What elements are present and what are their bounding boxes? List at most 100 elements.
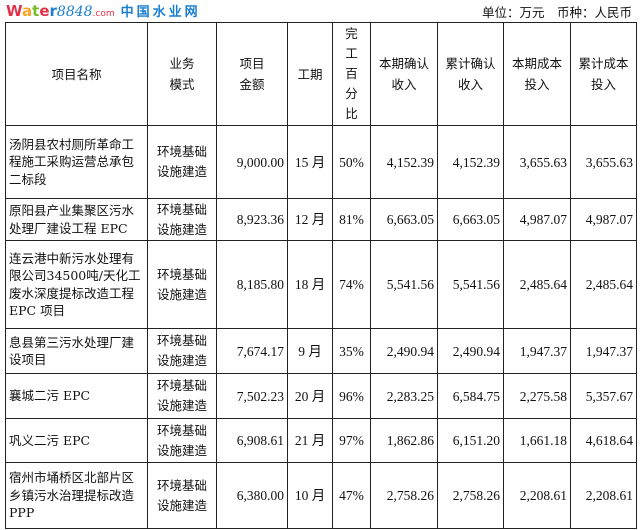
cell-mode: 环境基础 设施建造	[147, 373, 217, 419]
mode-line: 设施建造	[156, 164, 207, 179]
mode-line: 设施建造	[156, 442, 207, 458]
watermark-logo-text: Water8848.com	[6, 2, 115, 20]
cell-mode: 环境基础 设施建造	[147, 418, 217, 463]
cell-mode: 环境基础 设施建造	[147, 462, 217, 529]
mode-line: 环境基础	[156, 378, 207, 393]
header-cur-rev: 本期确认 收入	[370, 22, 438, 126]
cell-period: 20 月	[287, 373, 333, 419]
header-period: 工期	[287, 22, 333, 126]
cell-cur-cost: 2,275.58	[503, 373, 571, 419]
table-row: 息县第三污水处理厂建设项目 环境基础 设施建造 7,674.17 9 月 35% 2,490…	[5, 328, 637, 374]
cell-cum-cost: 2,485.64	[570, 240, 637, 329]
watermark-logo-cn: 中国水业网	[120, 5, 201, 20]
cell-pct: 35%	[332, 328, 371, 374]
cell-amount: 7,674.17	[216, 328, 288, 374]
cell-cum-cost: 4,618.64	[570, 418, 637, 463]
mode-line: 环境基础	[156, 144, 207, 159]
header-name: 项目名称	[5, 22, 148, 126]
header-cum-cost-line: 投入	[590, 77, 616, 92]
cell-period: 9 月	[287, 328, 333, 374]
unit-note: 单位：万元 币种：人民币	[481, 5, 632, 20]
cell-pct: 97%	[332, 418, 371, 463]
cell-amount: 8,923.36	[216, 198, 288, 241]
table-row: 原阳县产业集聚区污水处理厂建设工程 EPC 环境基础 设施建造 8,923.36 12 …	[5, 198, 637, 241]
mode-line: 环境基础	[156, 266, 207, 282]
header-cum-rev-line: 收入	[457, 77, 483, 92]
cell-cur-rev: 4,152.39	[370, 125, 438, 199]
header-cum-cost: 累计成本 投入	[570, 22, 637, 126]
header-cum-rev-line: 累计确认	[445, 56, 496, 71]
cell-cum-rev: 5,541.56	[437, 240, 504, 329]
cell-name: 襄城二污 EPC	[5, 373, 148, 419]
header-mode: 业务 模式	[147, 22, 217, 126]
cell-pct: 50%	[332, 125, 371, 199]
table-row: 巩义二污 EPC 环境基础 设施建造 6,908.61 21 月 97% 1,862.86 6…	[5, 418, 637, 463]
cell-pct: 47%	[332, 462, 371, 529]
mode-line: 设施建造	[156, 353, 207, 368]
cell-cur-rev: 1,862.86	[370, 418, 438, 463]
header-pct-char: 工	[345, 46, 358, 61]
cell-cum-cost: 4,987.07	[570, 198, 637, 241]
cell-mode: 环境基础 设施建造	[147, 328, 217, 374]
cell-amount: 6,380.00	[216, 462, 288, 529]
cell-period: 21 月	[287, 418, 333, 463]
cell-name: 宿州市埇桥区北部片区乡镇污水治理提标改造 PPP	[5, 462, 148, 529]
cell-amount: 7,502.23	[216, 373, 288, 419]
header-amount-line: 金额	[239, 77, 265, 92]
header-pct-char: 百	[345, 66, 358, 81]
cell-cum-cost: 5,357.67	[570, 373, 637, 419]
cell-cum-cost: 1,947.37	[570, 328, 637, 374]
cell-cum-rev: 2,758.26	[437, 462, 504, 529]
header-cum-cost-line: 累计成本	[578, 56, 629, 71]
header-pct-char: 比	[345, 106, 358, 121]
mode-line: 设施建造	[156, 286, 207, 302]
cell-amount: 6,908.61	[216, 418, 288, 463]
header-cur-rev-line: 本期确认	[378, 56, 429, 71]
mode-line: 环境基础	[156, 333, 207, 348]
cell-cur-rev: 5,541.56	[370, 240, 438, 329]
cell-name: 息县第三污水处理厂建设项目	[5, 328, 148, 374]
cell-period: 15 月	[287, 125, 333, 199]
header-cum-rev: 累计确认 收入	[437, 22, 504, 126]
cell-cur-cost: 3,655.63	[503, 125, 571, 199]
mode-line: 环境基础	[156, 422, 207, 438]
cell-amount: 9,000.00	[216, 125, 288, 199]
cell-cur-cost: 2,485.64	[503, 240, 571, 329]
header-cur-cost-line: 本期成本	[511, 56, 562, 71]
table-row: 宿州市埇桥区北部片区乡镇污水治理提标改造 PPP 环境基础 设施建造 6,380.00…	[5, 462, 637, 529]
project-table: 项目名称 业务 模式 项目 金额 工期 完工百分比 本期确认 收入 累计确认 收入 本期…	[5, 22, 637, 529]
cell-mode: 环境基础 设施建造	[147, 125, 217, 199]
cell-cum-rev: 6,584.75	[437, 373, 504, 419]
header-pct-char: 完	[345, 26, 358, 41]
cell-amount: 8,185.80	[216, 240, 288, 329]
cell-pct: 81%	[332, 198, 371, 241]
header-amount-line: 项目	[239, 56, 265, 71]
mode-line: 环境基础	[156, 477, 207, 493]
cell-period: 10 月	[287, 462, 333, 529]
header-amount: 项目 金额	[216, 22, 288, 126]
cell-cur-cost: 1,947.37	[503, 328, 571, 374]
mode-line: 设施建造	[156, 497, 207, 513]
header-mode-line: 业务	[169, 56, 195, 71]
cell-cur-rev: 2,283.25	[370, 373, 438, 419]
cell-cum-cost: 2,208.61	[570, 462, 637, 529]
table-row: 连云港中新污水处理有限公司34500吨/天化工废水深度提标改造工程 EPC 项目…	[5, 240, 637, 329]
header-cur-cost: 本期成本 投入	[503, 22, 571, 126]
cell-cur-rev: 2,758.26	[370, 462, 438, 529]
table-row: 汤阴县农村厕所革命工程施工采购运营总承包二标段 环境基础 设施建造 9,000.00 1…	[5, 125, 637, 199]
cell-name: 汤阴县农村厕所革命工程施工采购运营总承包二标段	[5, 125, 148, 199]
cell-name: 巩义二污 EPC	[5, 418, 148, 463]
cell-cur-cost: 1,661.18	[503, 418, 571, 463]
header-cur-cost-line: 投入	[524, 77, 550, 92]
cell-mode: 环境基础 设施建造	[147, 240, 217, 329]
cell-mode: 环境基础 设施建造	[147, 198, 217, 241]
cell-pct: 96%	[332, 373, 371, 419]
mode-line: 设施建造	[156, 221, 207, 237]
cell-cur-rev: 2,490.94	[370, 328, 438, 374]
cell-cur-cost: 2,208.61	[503, 462, 571, 529]
cell-pct: 74%	[332, 240, 371, 329]
cell-cum-rev: 2,490.94	[437, 328, 504, 374]
header-row: 项目名称 业务 模式 项目 金额 工期 完工百分比 本期确认 收入 累计确认 收入 本期…	[5, 22, 637, 126]
cell-name: 原阳县产业集聚区污水处理厂建设工程 EPC	[5, 198, 148, 241]
header-mode-line: 模式	[169, 77, 195, 92]
